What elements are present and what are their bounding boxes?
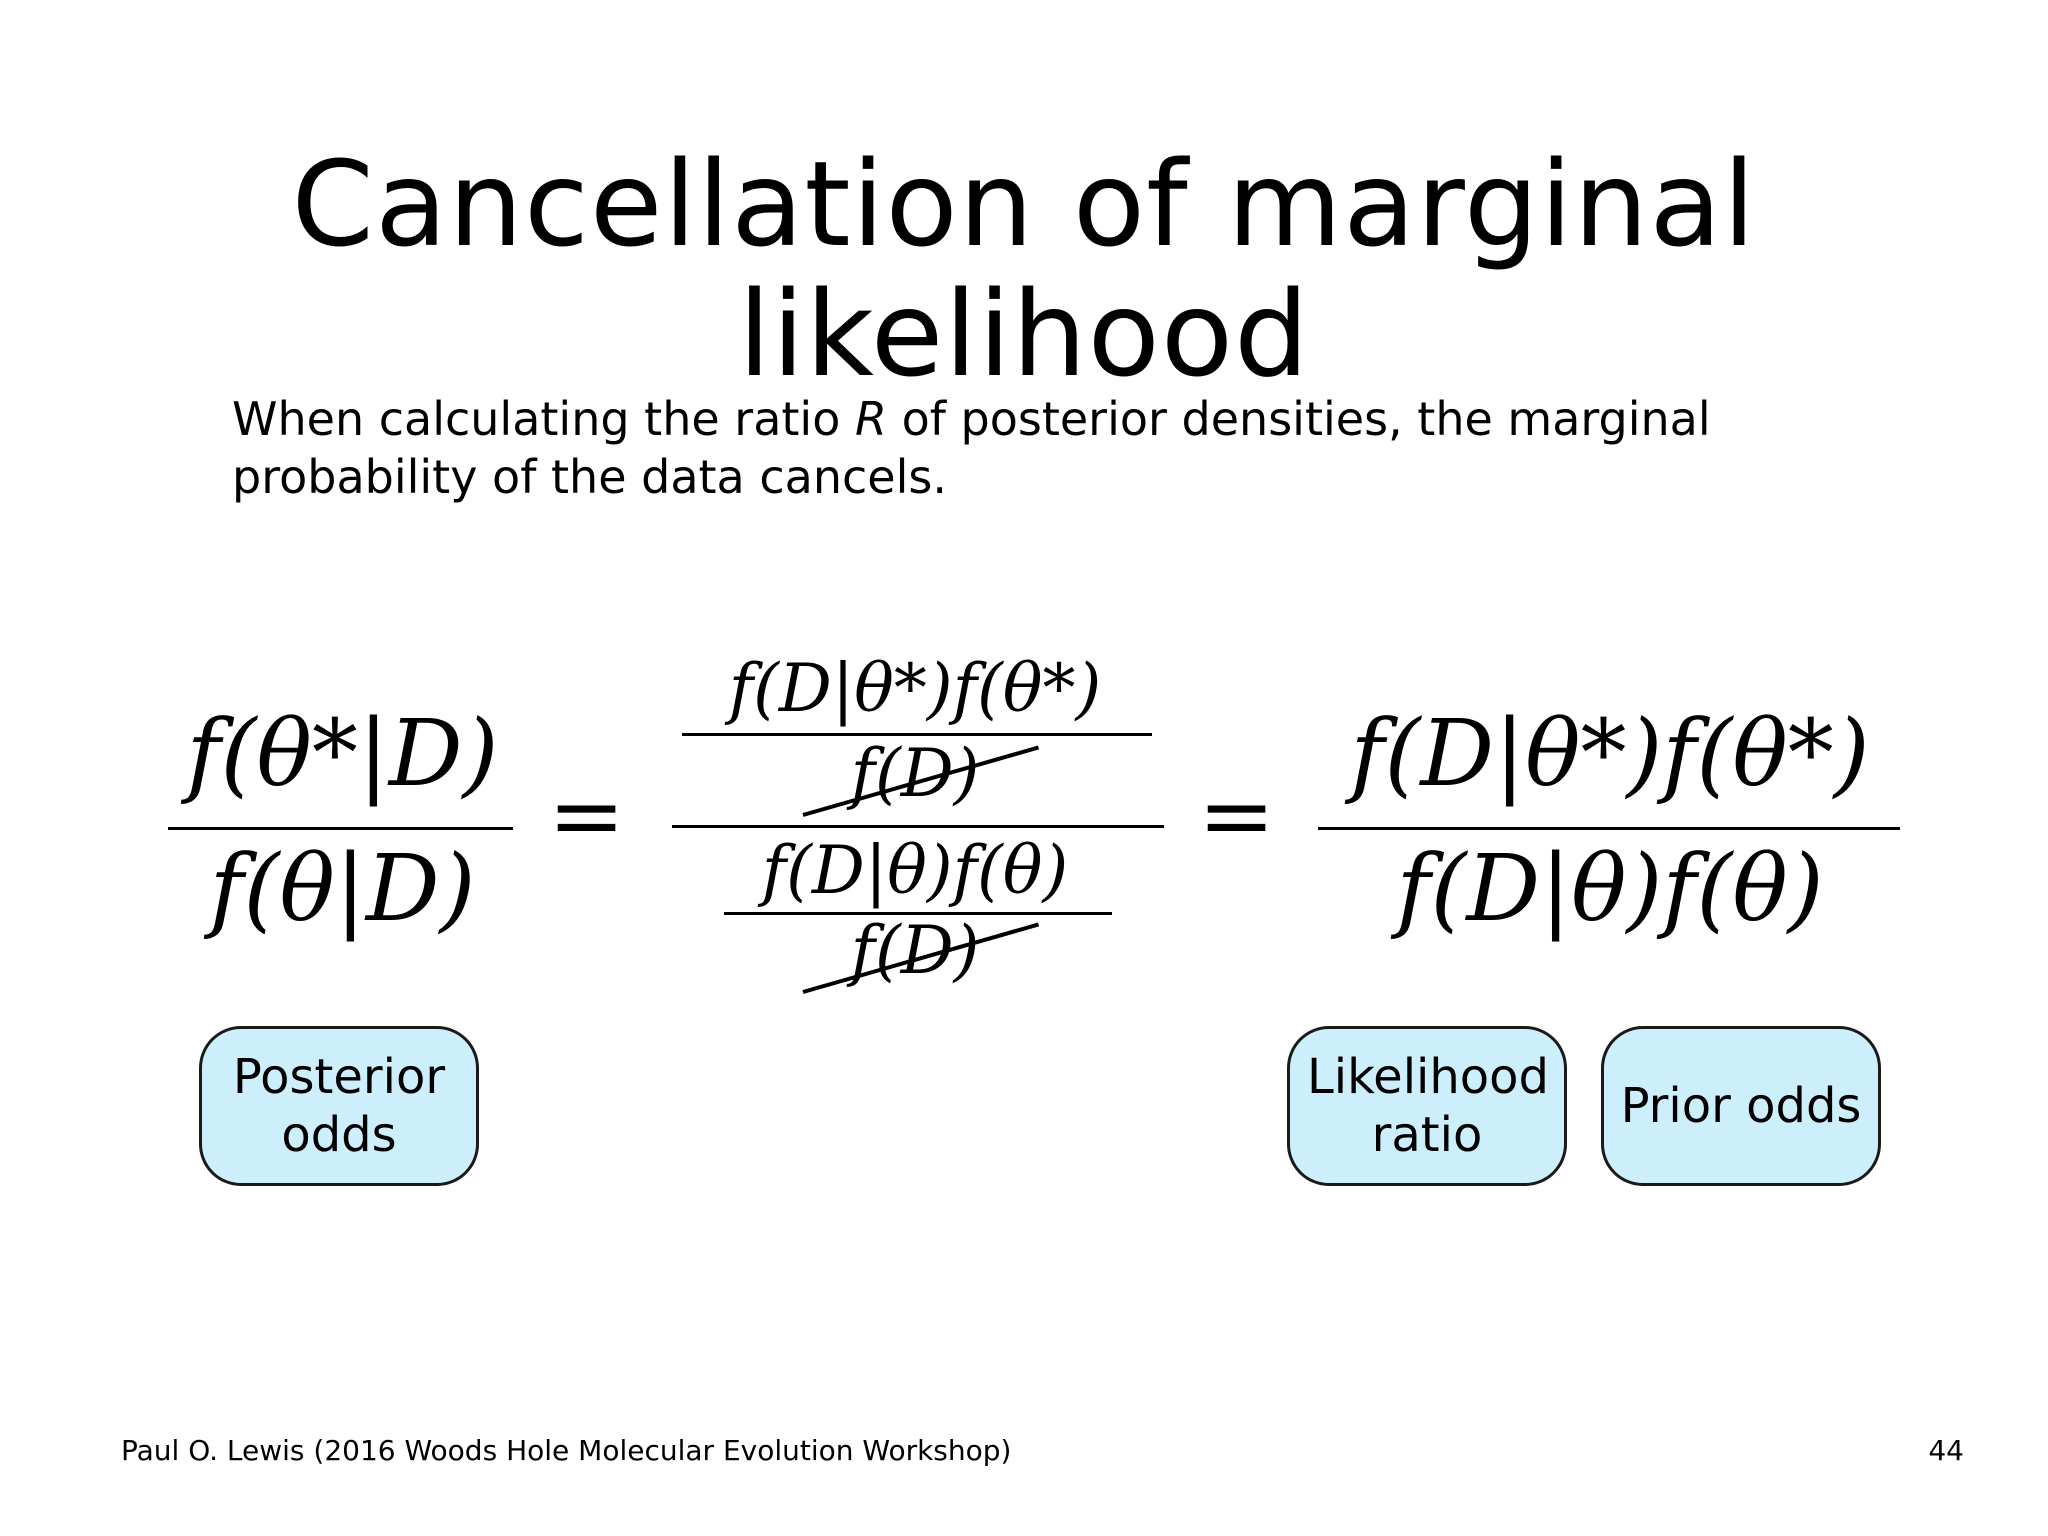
rhs-denominator: f(D|θ)f(θ)	[1396, 835, 1824, 942]
posterior-odds-label: Posterior odds	[199, 1026, 479, 1186]
body-text: When calculating the ratio R of posterio…	[232, 390, 1832, 506]
body-text-end: of posterior densities, the marginal pro…	[232, 392, 1711, 504]
mid-numerator-marginal: f(D)	[850, 735, 980, 812]
lhs-fraction-bar	[168, 827, 513, 830]
equals-sign-1: =	[548, 762, 626, 869]
body-text-start: When calculating the ratio	[232, 392, 855, 446]
rhs-fraction-bar	[1318, 827, 1900, 830]
mid-denominator-bar	[724, 912, 1112, 915]
lhs-numerator: f(θ*|D)	[186, 700, 499, 807]
prior-odds-label: Prior odds	[1601, 1026, 1881, 1186]
rhs-numerator: f(D|θ*)f(θ*)	[1350, 700, 1870, 807]
mid-denominator-top: f(D|θ)f(θ)	[761, 832, 1069, 909]
ratio-variable: R	[854, 392, 887, 446]
page-number: 44	[1928, 1434, 1964, 1467]
lhs-denominator: f(θ|D)	[209, 835, 476, 942]
slide-title: Cancellation of marginal likelihood	[291, 135, 1757, 403]
mid-denominator-marginal: f(D)	[850, 912, 980, 989]
equals-sign-2: =	[1198, 762, 1276, 869]
mid-main-fraction-bar	[672, 825, 1164, 828]
mid-numerator-top: f(D|θ*)f(θ*)	[728, 650, 1102, 727]
likelihood-ratio-label: Likelihood ratio	[1287, 1026, 1567, 1186]
mid-numerator-bar	[682, 733, 1152, 736]
footer-credit: Paul O. Lewis (2016 Woods Hole Molecular…	[121, 1434, 1012, 1467]
